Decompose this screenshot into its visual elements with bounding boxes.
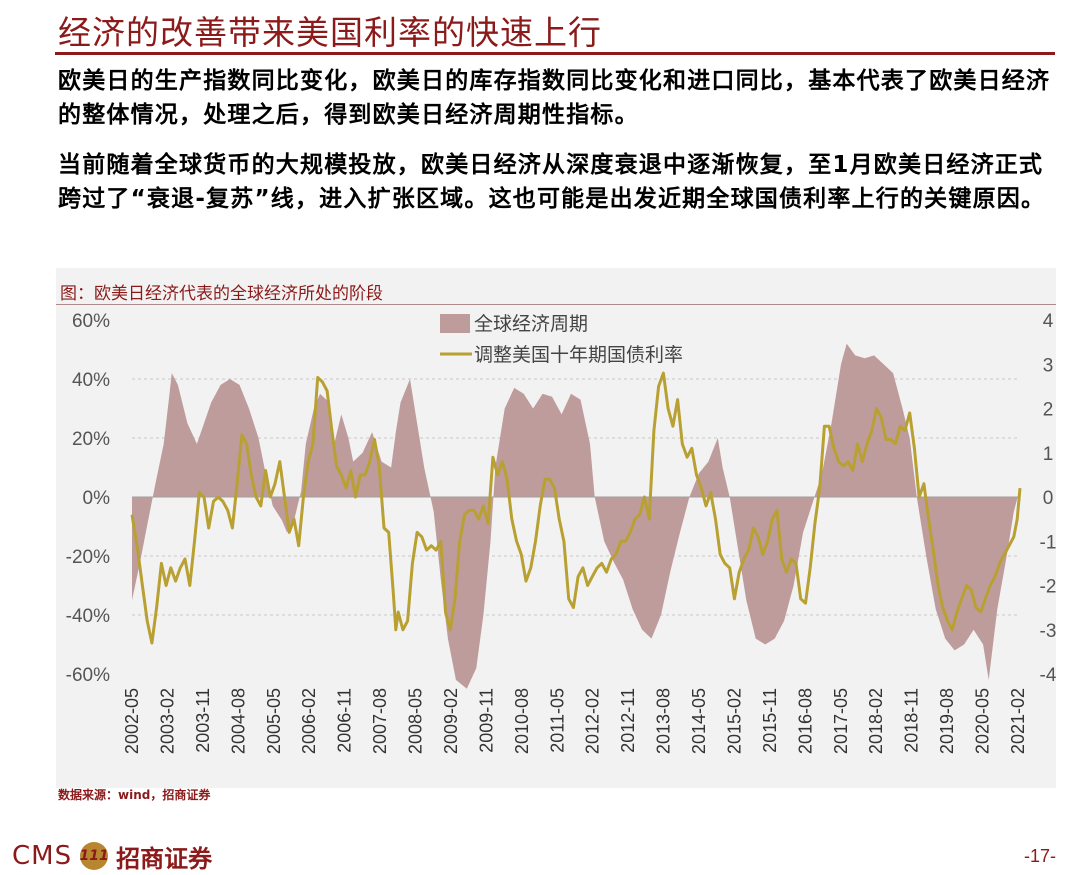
logo-chinese-text: 招商证券 bbox=[116, 843, 213, 873]
chart-background bbox=[56, 268, 1056, 788]
x-tick-label: 2012-02 bbox=[583, 688, 603, 754]
y-right-tick-label: 3 bbox=[1043, 355, 1054, 376]
legend-label-area: 全球经济周期 bbox=[474, 313, 588, 335]
x-tick-label: 2006-11 bbox=[335, 688, 355, 753]
x-tick-label: 2021-02 bbox=[1008, 688, 1028, 754]
legend-label-line: 调整美国十年期国债利率 bbox=[474, 344, 683, 366]
x-tick-label: 2003-11 bbox=[193, 688, 213, 753]
y-left-tick-label: -40% bbox=[66, 606, 110, 627]
page-number: -17- bbox=[1023, 846, 1056, 866]
paragraph-1: 欧美日的生产指数同比变化，欧美日的库存指数同比变化和进口同比，基本代表了欧美日经… bbox=[58, 68, 1051, 128]
y-left-tick-label: 0% bbox=[83, 488, 111, 509]
y-right-tick-label: 0 bbox=[1043, 488, 1054, 509]
y-right-tick-label: -4 bbox=[1040, 665, 1057, 686]
x-tick-label: 2018-11 bbox=[902, 688, 922, 753]
x-tick-label: 2010-08 bbox=[512, 688, 532, 754]
y-right-tick-label: 1 bbox=[1043, 444, 1054, 465]
chart-title: 图：欧美日经济代表的全球经济所处的阶段 bbox=[60, 284, 383, 304]
y-right-tick-label: -1 bbox=[1040, 532, 1057, 553]
company-logo: CMS 111 招商证券 bbox=[12, 838, 212, 874]
slide-title: 经济的改善带来美国利率的快速上行 bbox=[58, 13, 602, 52]
x-tick-label: 2014-05 bbox=[689, 688, 709, 754]
x-tick-label: 2012-11 bbox=[618, 688, 638, 753]
y-right-tick-label: -2 bbox=[1040, 577, 1057, 598]
logo-cms-text: CMS bbox=[12, 841, 73, 871]
logo-mark-icon: 111 bbox=[79, 842, 109, 870]
x-tick-label: 2009-02 bbox=[441, 688, 461, 754]
x-tick-label: 2003-02 bbox=[157, 688, 177, 754]
x-tick-label: 2002-05 bbox=[122, 688, 142, 754]
x-tick-label: 2004-08 bbox=[228, 688, 248, 754]
paragraph-2: 当前随着全球货币的大规模投放，欧美日经济从深度衰退中逐渐恢复，至1月欧美日经济正… bbox=[58, 152, 1046, 212]
x-tick-label: 2009-11 bbox=[476, 688, 496, 753]
x-tick-label: 2016-08 bbox=[795, 688, 815, 754]
x-tick-label: 2006-02 bbox=[299, 688, 319, 754]
legend-swatch-area bbox=[440, 314, 470, 333]
y-right-tick-label: -3 bbox=[1040, 621, 1057, 642]
y-left-tick-label: -60% bbox=[66, 665, 110, 686]
x-tick-label: 2019-08 bbox=[937, 688, 957, 754]
x-tick-label: 2015-11 bbox=[760, 688, 780, 753]
x-tick-label: 2007-08 bbox=[370, 688, 390, 754]
y-left-tick-label: 40% bbox=[72, 370, 110, 391]
x-tick-label: 2008-05 bbox=[406, 688, 426, 754]
x-tick-label: 2018-02 bbox=[866, 688, 886, 754]
y-left-tick-label: 60% bbox=[72, 311, 110, 332]
x-tick-label: 2005-05 bbox=[264, 688, 284, 754]
x-tick-label: 2015-02 bbox=[724, 688, 744, 754]
x-tick-label: 2020-05 bbox=[973, 688, 993, 754]
area-series-global-cycle bbox=[132, 343, 1020, 689]
x-tick-label: 2011-05 bbox=[547, 688, 567, 753]
line-series-us-10y bbox=[130, 371, 1022, 645]
x-tick-label: 2013-08 bbox=[654, 688, 674, 754]
x-tick-label: 2017-05 bbox=[831, 688, 851, 754]
title-rule bbox=[55, 52, 1055, 55]
y-left-tick-label: -20% bbox=[66, 547, 110, 568]
data-source: 数据来源：wind，招商证券 bbox=[58, 788, 211, 802]
y-right-tick-label: 2 bbox=[1043, 400, 1054, 421]
y-right-tick-label: 4 bbox=[1043, 311, 1054, 332]
y-left-tick-label: 20% bbox=[72, 429, 110, 450]
chart-title-underline bbox=[56, 304, 1056, 305]
